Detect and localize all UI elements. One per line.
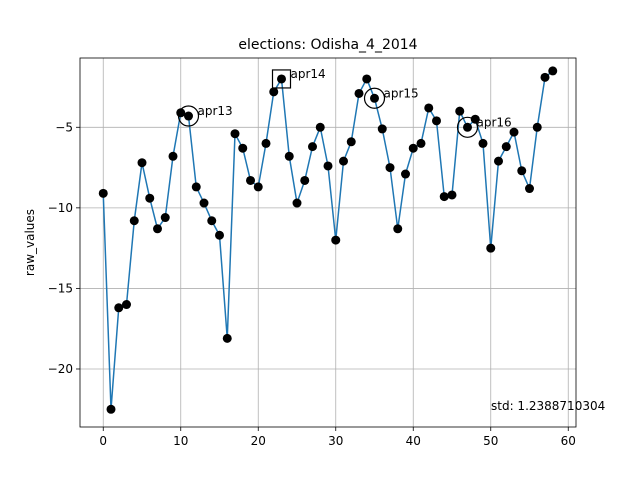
x-tick-label: 50 — [483, 434, 498, 448]
data-point — [393, 224, 403, 234]
data-point — [122, 300, 131, 310]
data-point — [222, 333, 232, 343]
chart-title: elections: Odisha_4_2014 — [238, 37, 417, 53]
annotation-circle-marker — [177, 105, 200, 127]
data-point — [370, 93, 379, 103]
data-point — [331, 235, 341, 245]
data-point — [463, 122, 472, 132]
data-point — [145, 193, 155, 203]
data-point — [137, 158, 147, 168]
data-point — [261, 138, 271, 148]
data-point — [362, 74, 372, 84]
data-point — [494, 156, 503, 166]
data-point — [300, 175, 310, 185]
data-point — [432, 116, 441, 126]
data-point — [548, 66, 558, 76]
y-tick-label: −10 — [48, 201, 73, 215]
data-point — [160, 213, 170, 223]
data-point — [439, 192, 449, 202]
x-axis: 0 10 20 30 40 50 60 — [99, 427, 576, 448]
data-point — [455, 106, 465, 116]
data-point — [106, 404, 116, 414]
data-point — [447, 190, 457, 200]
grid — [80, 58, 576, 427]
annotation-label: apr16 — [477, 115, 512, 129]
data-point — [517, 166, 527, 176]
x-tick-label: 40 — [406, 434, 421, 448]
x-tick-label: 60 — [561, 434, 576, 448]
data-point — [191, 182, 201, 192]
annotation-circle-marker — [363, 87, 386, 109]
data-point — [238, 143, 248, 153]
data-point — [416, 138, 426, 148]
data-point — [315, 122, 325, 132]
data-point — [401, 169, 410, 179]
data-point — [308, 142, 317, 152]
data-point — [284, 151, 294, 161]
y-tick-label: −15 — [48, 281, 73, 295]
data-point — [184, 111, 193, 121]
data-point — [377, 124, 387, 134]
x-tick-label: 30 — [328, 434, 343, 448]
y-axis-label: raw_values — [23, 209, 37, 276]
data-point — [199, 198, 209, 208]
data-point — [153, 224, 162, 234]
data-point — [114, 303, 124, 313]
data-point — [246, 175, 255, 185]
annotation-label: apr13 — [198, 104, 233, 118]
data-point — [408, 143, 418, 153]
data-point — [292, 198, 302, 208]
plot-frame — [79, 57, 577, 428]
annotations: apr13 apr14 apr15 apr16 — [177, 67, 512, 138]
data-point — [532, 122, 542, 132]
data-point — [253, 182, 263, 192]
data-point — [486, 243, 496, 253]
data-point — [501, 142, 511, 152]
data-point — [230, 129, 240, 139]
data-point — [509, 127, 519, 137]
annotation-square-marker — [271, 69, 292, 89]
data-point — [269, 87, 279, 97]
data-point — [323, 161, 333, 171]
data-point — [98, 188, 108, 198]
data-point — [525, 184, 534, 194]
data-point — [346, 137, 356, 147]
data-point — [168, 151, 178, 161]
data-point — [277, 74, 286, 84]
data-point — [424, 103, 434, 113]
data-point — [354, 88, 364, 98]
data-point — [385, 163, 395, 173]
data-point — [478, 138, 488, 148]
data-point — [129, 216, 139, 226]
y-axis: −20 −15 −10 −5 — [48, 120, 80, 376]
annotation-label: apr15 — [384, 86, 419, 100]
std-text: std: 1.2388710304 — [491, 399, 605, 413]
x-tick-label: 20 — [251, 434, 266, 448]
data-point — [215, 230, 224, 240]
x-tick-label: 0 — [99, 434, 107, 448]
data-point — [540, 72, 550, 82]
annotation-circle-marker — [456, 116, 479, 138]
annotation-label: apr14 — [291, 67, 326, 81]
x-tick-label: 10 — [173, 434, 188, 448]
data-point — [207, 216, 217, 226]
data-points — [98, 66, 558, 414]
data-point — [339, 156, 348, 166]
y-tick-label: −5 — [55, 120, 73, 134]
data-point — [470, 114, 480, 124]
y-tick-label: −20 — [48, 362, 73, 376]
